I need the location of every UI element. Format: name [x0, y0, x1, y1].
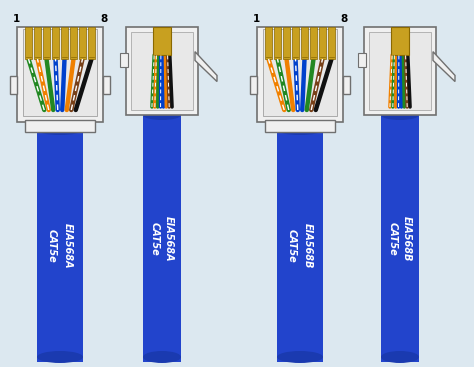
Text: 1: 1: [253, 14, 260, 24]
Ellipse shape: [37, 351, 83, 363]
Bar: [10, 76, 17, 94]
Bar: [61, 27, 68, 59]
Ellipse shape: [381, 110, 419, 120]
Bar: [343, 76, 350, 94]
Bar: [274, 27, 281, 59]
Bar: [23, 29, 97, 116]
Bar: [126, 27, 198, 115]
Polygon shape: [433, 52, 455, 81]
Bar: [25, 27, 32, 59]
Polygon shape: [195, 52, 217, 81]
Text: 8: 8: [100, 14, 108, 24]
Text: CAT5e: CAT5e: [150, 222, 160, 255]
Ellipse shape: [381, 351, 419, 363]
Bar: [257, 27, 343, 122]
Bar: [283, 27, 290, 59]
Bar: [34, 27, 41, 59]
Ellipse shape: [37, 125, 83, 135]
Ellipse shape: [397, 75, 403, 81]
Bar: [277, 130, 323, 362]
Text: EIA568B: EIA568B: [402, 216, 412, 261]
Text: CAT5e: CAT5e: [388, 222, 398, 255]
Ellipse shape: [143, 351, 181, 363]
Bar: [310, 27, 317, 59]
Bar: [265, 27, 272, 59]
Bar: [328, 27, 335, 59]
Text: 8: 8: [340, 14, 347, 24]
Ellipse shape: [277, 125, 323, 135]
Bar: [250, 76, 257, 94]
Bar: [37, 130, 83, 362]
Bar: [17, 27, 103, 122]
Text: EIA568A: EIA568A: [63, 223, 73, 269]
Text: CAT5e: CAT5e: [47, 229, 57, 263]
Ellipse shape: [159, 75, 165, 81]
Bar: [52, 27, 59, 59]
Bar: [292, 27, 299, 59]
Bar: [103, 76, 110, 94]
Bar: [265, 120, 335, 132]
Bar: [358, 52, 366, 66]
Bar: [301, 27, 308, 59]
Text: 1: 1: [12, 14, 20, 24]
Bar: [364, 27, 436, 115]
Bar: [79, 27, 86, 59]
Ellipse shape: [277, 351, 323, 363]
Bar: [70, 27, 77, 59]
Bar: [25, 120, 95, 132]
Text: EIA568A: EIA568A: [164, 216, 174, 261]
Bar: [43, 27, 50, 59]
Bar: [88, 27, 95, 59]
Bar: [381, 115, 419, 362]
Bar: [120, 52, 128, 66]
Text: CAT5e: CAT5e: [287, 229, 297, 263]
Bar: [391, 27, 409, 55]
Ellipse shape: [143, 110, 181, 120]
Text: EIA568B: EIA568B: [303, 223, 313, 269]
Bar: [369, 32, 431, 110]
Bar: [153, 27, 171, 55]
Bar: [319, 27, 326, 59]
Bar: [143, 115, 181, 362]
Bar: [263, 29, 337, 116]
Bar: [131, 32, 193, 110]
